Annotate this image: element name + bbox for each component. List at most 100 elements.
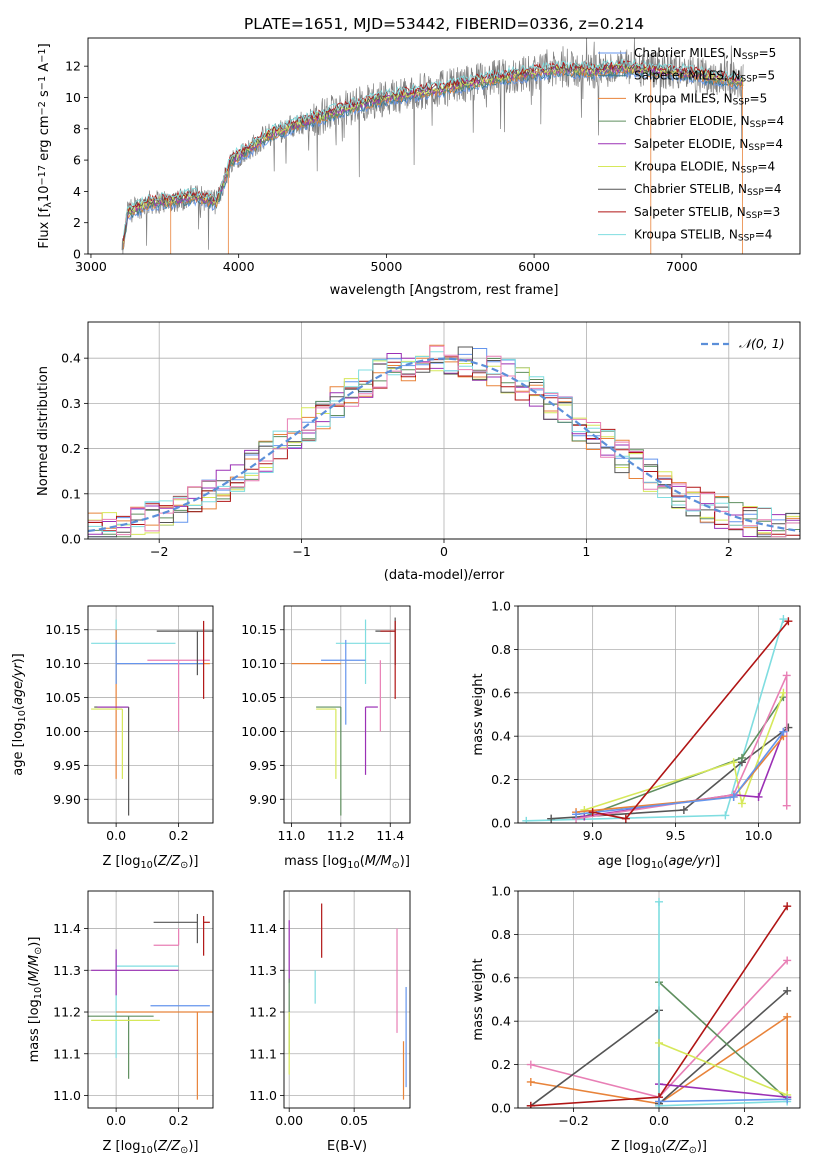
weight-marker [679, 805, 688, 814]
weight-marker [655, 1038, 663, 1047]
label-part: A [37, 63, 52, 76]
label-part: =4 [764, 182, 782, 196]
y-tick-label: 6 [73, 153, 81, 168]
weight-marker [783, 1012, 792, 1021]
label-part: mass [log [284, 854, 347, 869]
weight-marker [737, 753, 746, 762]
weight-marker [526, 1101, 535, 1108]
label-part: =4 [755, 228, 773, 242]
panel-residuals: −2 −1 0 1 2 0.0 0.1 0.2 0.3 0.4 (data-model)/erro… [36, 321, 801, 583]
y-axis-label: mass weight [471, 958, 486, 1040]
y-tick-label: 10.15 [45, 622, 81, 637]
label-part: Z [log [611, 1139, 649, 1154]
x-axis-label: age [log10(age/yr)] [598, 854, 721, 871]
label-part: )] [11, 653, 26, 663]
label-part: SSP [746, 211, 763, 221]
label-part: ⊙ [180, 860, 188, 871]
spectrum-title: PLATE=1651, MJD=53442, FIBERID=0336, z=0… [244, 15, 644, 33]
x-tick-label: 0.2 [169, 828, 189, 843]
label-part: ( [360, 854, 365, 869]
y-tick-label: 11.1 [249, 1046, 277, 1061]
label-part: 10 [37, 186, 52, 203]
weight-marker [729, 758, 738, 767]
x-tick-label: −2 [150, 544, 168, 559]
y-tick-label: 11.4 [53, 921, 81, 936]
histogram-8 [88, 345, 800, 538]
label-part: age/yr [668, 854, 711, 869]
model-line-8 [123, 58, 744, 236]
y-tick-label: 0.2 [491, 1057, 511, 1072]
y-tick-label: 11.4 [249, 921, 277, 936]
label-part: Z/Z [665, 1139, 689, 1154]
label-part: SSP [738, 234, 755, 244]
x-tick-label: 0.05 [340, 1113, 368, 1128]
x-tick-label: 11.0 [277, 828, 305, 843]
axes-frame [87, 37, 801, 255]
axes-frame [517, 605, 801, 824]
label-part: SSP [742, 52, 759, 62]
y-tick-label: 9.95 [53, 758, 81, 773]
panel-age-vs-mass: 11.0 11.2 11.4 9.90 9.95 10.00 10.05 10.10 10.15… [241, 605, 411, 871]
x-tick-label: 0.00 [275, 1113, 303, 1128]
label-part: Salpeter STELIB, N [634, 205, 746, 219]
y-tick-label: 0.8 [491, 642, 511, 657]
y-tick-label: 1.0 [491, 884, 511, 899]
label-part: =4 [766, 114, 784, 128]
y-tick-label: 0.0 [61, 532, 81, 547]
label-part: SSP [750, 120, 767, 130]
legend-label: 𝒩(0, 1) [739, 336, 785, 351]
label-part: 10 [651, 860, 663, 871]
weight-line-7 [658, 1042, 788, 1096]
label-part: 10 [649, 1145, 661, 1156]
legend-label: Salpeter ELODIE, NSSP=4 [634, 137, 783, 153]
label-part: Z/Z [157, 1139, 181, 1154]
label-part: λ [43, 202, 54, 208]
legend-label: Salpeter MILES, NSSP=5 [634, 69, 775, 85]
axes-frame [283, 605, 411, 824]
label-part: =5 [750, 91, 768, 105]
y-tick-label: 0.0 [491, 816, 511, 831]
x-tick-label: −0.2 [558, 1113, 588, 1128]
x-tick-label: 3000 [75, 259, 107, 274]
x-axis-label: E(B-V) [327, 1139, 367, 1154]
x-tick-label: 0.0 [106, 828, 126, 843]
label-part: Kroupa ELODIE, N [634, 160, 741, 174]
label-part: age/yr [11, 662, 26, 705]
label-part: )] [697, 1139, 707, 1154]
label-part: ⊙ [180, 1145, 188, 1156]
label-part: M/M [27, 955, 42, 982]
x-tick-label: −1 [292, 544, 310, 559]
label-part: age [log [598, 854, 651, 869]
y-tick-label: 11.3 [53, 963, 81, 978]
weight-marker [782, 671, 791, 680]
label-part: ⊙ [392, 860, 400, 871]
weight-line-1 [551, 726, 789, 820]
y-tick-label: 0 [73, 247, 81, 262]
weight-line-1 [530, 1015, 788, 1105]
weight-line-5 [575, 675, 788, 820]
legend-label: Chabrier MILES, NSSP=5 [634, 46, 776, 62]
panel-weight-vs-metallicity: −0.2 0.0 0.2 0.0 0.2 0.4 0.6 0.8 1.0 Z [log10(Z/Z… [471, 884, 801, 1156]
y-tick-label: 9.95 [249, 758, 277, 773]
y-tick-label: 11.1 [53, 1046, 81, 1061]
label-part: =3 [763, 205, 781, 219]
label-part: SSP [748, 143, 765, 153]
weight-marker [784, 723, 793, 732]
y-tick-label: 10.15 [241, 622, 277, 637]
weight-marker [621, 814, 630, 823]
legend-label: Kroupa STELIB, NSSP=4 [634, 228, 772, 244]
label-part: =4 [765, 137, 783, 151]
weight-marker [779, 727, 788, 736]
y-tick-label: 10.10 [45, 656, 81, 671]
label-part: Chabrier MILES, N [634, 46, 742, 60]
weight-line-4 [658, 1083, 788, 1098]
label-part: =4 [757, 160, 775, 174]
x-tick-label: 9.5 [666, 828, 686, 843]
x-tick-label: 6000 [518, 259, 550, 274]
legend-label: Chabrier ELODIE, NSSP=4 [634, 114, 784, 130]
x-tick-label: 0.0 [106, 1113, 126, 1128]
label-part: Kroupa STELIB, N [634, 228, 738, 242]
y-tick-label: 10.00 [45, 724, 81, 739]
y-tick-label: 12 [65, 59, 81, 74]
label-part: ( [11, 705, 26, 710]
